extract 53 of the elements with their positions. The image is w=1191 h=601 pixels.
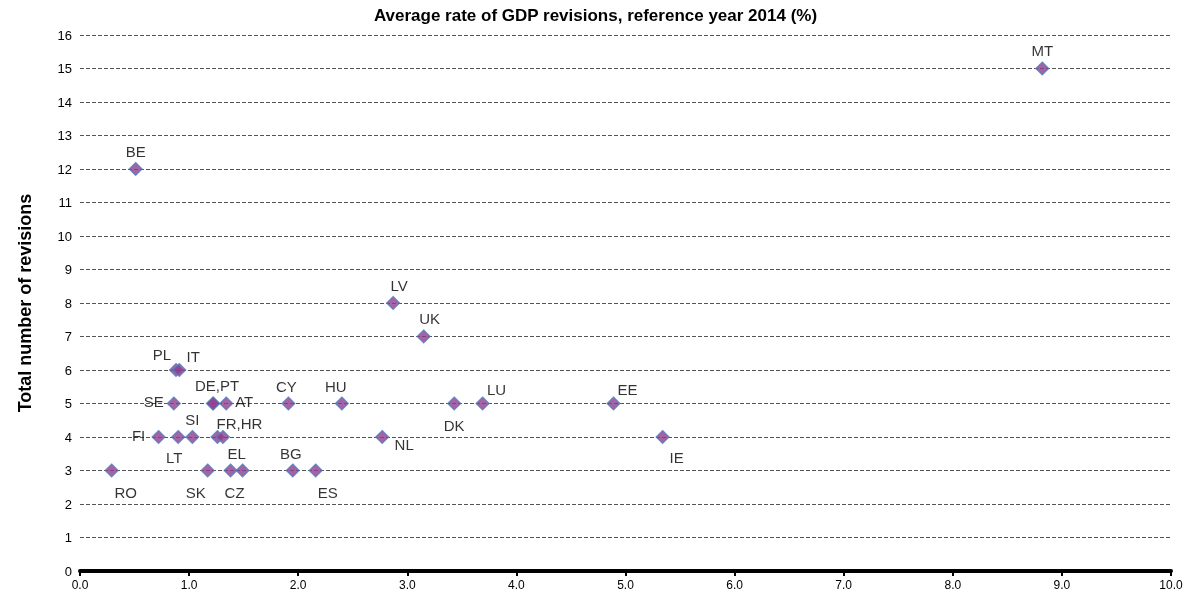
y-tick-label: 4 xyxy=(64,429,72,445)
y-tick-label: 13 xyxy=(57,128,72,143)
x-tick-label: 6.0 xyxy=(726,578,744,592)
x-tick-label: 4.0 xyxy=(508,578,526,592)
x-tick-label: 8.0 xyxy=(944,578,962,592)
y-tick-label: 6 xyxy=(64,362,72,378)
y-tick-label: 11 xyxy=(58,195,72,210)
x-tick-label: 0.0 xyxy=(71,578,89,592)
chart-title: Average rate of GDP revisions, reference year 2014 (%) xyxy=(373,6,818,25)
y-tick-label: 3 xyxy=(64,463,72,478)
data-label: MT xyxy=(1031,42,1054,59)
data-label: LV xyxy=(390,276,408,294)
y-tick-label: 14 xyxy=(57,94,72,110)
data-label: LT xyxy=(165,448,183,466)
y-tick-label: 16 xyxy=(57,27,72,43)
data-label: IE xyxy=(669,448,684,466)
y-tick-label: 9 xyxy=(64,262,72,277)
data-label: HU xyxy=(325,378,347,395)
y-tick-label: 15 xyxy=(57,61,72,76)
data-label: FR,HR xyxy=(216,414,263,432)
x-tick-label: 5.0 xyxy=(617,578,635,592)
x-tick-label: 9.0 xyxy=(1053,578,1071,592)
data-label: RO xyxy=(114,484,137,501)
data-label: NL xyxy=(394,435,414,453)
data-label: DE,PT xyxy=(195,377,240,394)
y-axis-title: Total number of revisions xyxy=(15,193,35,413)
data-label: CY xyxy=(275,378,297,395)
y-tick-label: 2 xyxy=(64,496,72,512)
x-tick-label: 1.0 xyxy=(180,578,198,592)
data-label: PL xyxy=(152,345,172,363)
y-tick-label: 12 xyxy=(57,161,72,177)
y-tick-label: 7 xyxy=(64,329,72,344)
data-label: DK xyxy=(443,417,465,434)
data-label: SI xyxy=(185,410,200,428)
x-tick-label: 3.0 xyxy=(398,578,416,592)
y-tick-label: 5 xyxy=(64,396,72,411)
data-label: LU xyxy=(486,381,507,398)
x-tick-label: 7.0 xyxy=(835,578,853,592)
data-label: IT xyxy=(186,347,200,365)
y-tick-label: 8 xyxy=(64,295,72,311)
y-tick-label: 1 xyxy=(64,530,72,545)
data-label: EE xyxy=(617,381,638,398)
data-label: EL xyxy=(227,445,246,462)
x-tick-label: 10.0 xyxy=(1159,578,1183,592)
data-label: BE xyxy=(125,142,146,160)
x-tick-label: 2.0 xyxy=(289,578,307,592)
data-label: ES xyxy=(317,484,338,501)
data-label: BG xyxy=(279,445,302,462)
data-label: SK xyxy=(185,484,206,501)
y-tick-label: 0 xyxy=(64,563,72,579)
data-label: UK xyxy=(419,310,441,327)
data-label: CZ xyxy=(224,484,245,501)
y-tick-label: 10 xyxy=(57,228,72,244)
